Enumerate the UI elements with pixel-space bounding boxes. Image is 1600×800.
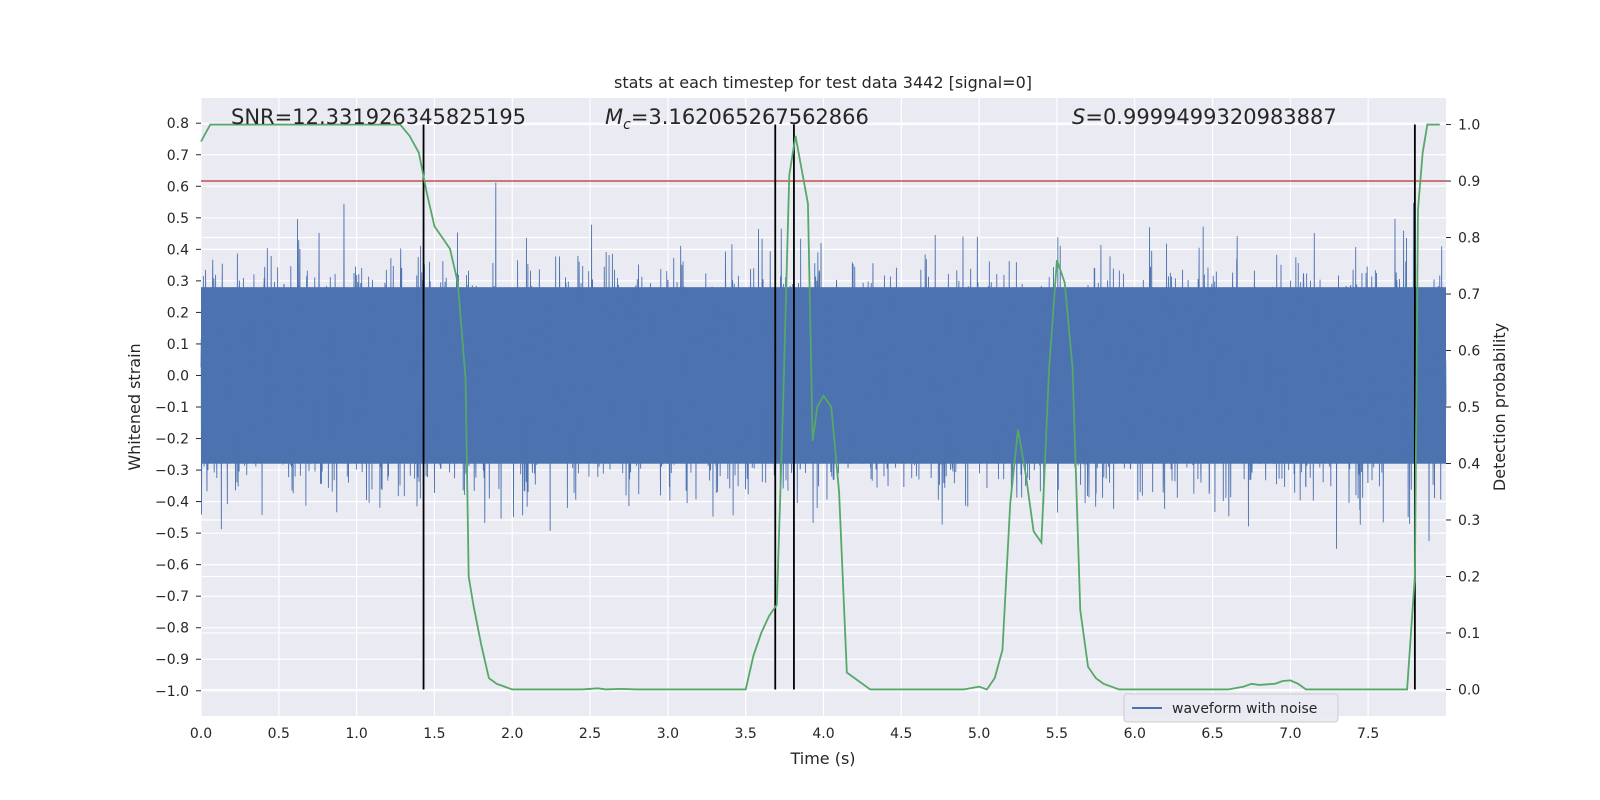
y2-tick-label: 0.8 — [1458, 231, 1480, 247]
y2-tick-label: 0.2 — [1458, 569, 1480, 585]
x-tick-label: 2.0 — [501, 726, 523, 742]
chirp-mass-symbol: M — [605, 105, 623, 129]
y2-tick-label: 0.9 — [1458, 174, 1480, 190]
y2-tick-label: 0.7 — [1458, 287, 1480, 303]
y-axis-ticks: 0.8 0.7 0.6 0.5 0.4 0.3 0.2 0.1 0.0 −0.1 −0.2 −0.3 −… — [155, 116, 201, 700]
score-value: =0.9999499320983887 — [1085, 105, 1336, 129]
chart-title: stats at each timestep for test data 344… — [614, 73, 1032, 92]
y-tick-label: 0.2 — [167, 305, 189, 321]
y-tick-label: 0.6 — [167, 179, 189, 195]
legend-box — [1123, 693, 1339, 723]
x-tick-label: 1.5 — [423, 726, 445, 742]
x-tick-label: 5.0 — [968, 726, 990, 742]
x-tick-label: 7.5 — [1357, 726, 1379, 742]
y2-tick-label: 0.4 — [1458, 456, 1480, 472]
x-tick-label: 5.5 — [1046, 726, 1068, 742]
x-tick-label: 7.0 — [1279, 726, 1301, 742]
x-tick-label: 6.5 — [1201, 726, 1223, 742]
y-tick-label: −0.4 — [155, 495, 189, 511]
x-tick-label: 1.0 — [345, 726, 367, 742]
x-tick-label: 2.5 — [579, 726, 601, 742]
score-symbol: S — [1072, 105, 1085, 129]
y2-tick-label: 1.0 — [1458, 118, 1480, 134]
x-axis-ticks: 0.0 0.5 1.0 1.5 2.0 2.5 3.0 3.5 4.0 4.5 5.0 5.5 6.0 6… — [190, 726, 1379, 742]
y2-tick-label: 0.1 — [1458, 626, 1480, 642]
y2-tick-label: 0.6 — [1458, 344, 1480, 360]
snr-annotation: SNR=12.331926345825195 — [231, 105, 526, 129]
legend-label: waveform with noise — [1172, 701, 1317, 717]
y-tick-label: −1.0 — [155, 684, 189, 700]
y-tick-label: −0.1 — [155, 400, 189, 416]
x-tick-label: 6.0 — [1124, 726, 1146, 742]
y-tick-label: 0.5 — [167, 211, 189, 227]
y2-tick-label: 0.3 — [1458, 513, 1480, 529]
y2-axis-ticks: 1.0 0.9 0.8 0.7 0.6 0.5 0.4 0.3 0.2 0.1 0.0 — [1446, 118, 1480, 698]
legend: waveform with noise — [1123, 693, 1339, 723]
chirp-mass-value: =3.162065267562866 — [631, 105, 869, 129]
y-axis-label: Whitened strain — [125, 343, 144, 470]
x-tick-label: 3.0 — [657, 726, 679, 742]
y-tick-label: 0.0 — [167, 368, 189, 384]
y2-tick-label: 0.5 — [1458, 400, 1480, 416]
y-tick-label: 0.1 — [167, 337, 189, 353]
x-tick-label: 3.5 — [735, 726, 757, 742]
vertical-markers — [422, 124, 1416, 690]
y-tick-label: −0.8 — [155, 621, 189, 637]
y-tick-label: 0.3 — [167, 274, 189, 290]
x-tick-label: 4.0 — [812, 726, 834, 742]
y-tick-label: −0.5 — [155, 526, 189, 542]
y-tick-label: −0.3 — [155, 463, 189, 479]
x-tick-label: 4.5 — [890, 726, 912, 742]
chirp-mass-annotation: Mc=3.162065267562866 — [605, 105, 869, 133]
y2-tick-label: 0.0 — [1458, 682, 1480, 698]
y-tick-label: −0.9 — [155, 652, 189, 668]
y-tick-label: −0.7 — [155, 589, 189, 605]
y-tick-label: 0.8 — [167, 116, 189, 132]
y-tick-label: 0.7 — [167, 148, 189, 164]
y2-axis-label: Detection probability — [1490, 323, 1509, 491]
noise-waveform — [200, 182, 1447, 549]
detection-probability-line — [200, 123, 1440, 691]
x-tick-label: 0.5 — [268, 726, 290, 742]
score-annotation: S=0.9999499320983887 — [1072, 105, 1337, 129]
chirp-mass-subscript: c — [623, 117, 631, 133]
x-axis-label: Time (s) — [789, 749, 855, 768]
y-tick-label: −0.2 — [155, 432, 189, 448]
y-tick-label: −0.6 — [155, 558, 189, 574]
y-tick-label: 0.4 — [167, 242, 189, 258]
x-tick-label: 0.0 — [190, 726, 212, 742]
